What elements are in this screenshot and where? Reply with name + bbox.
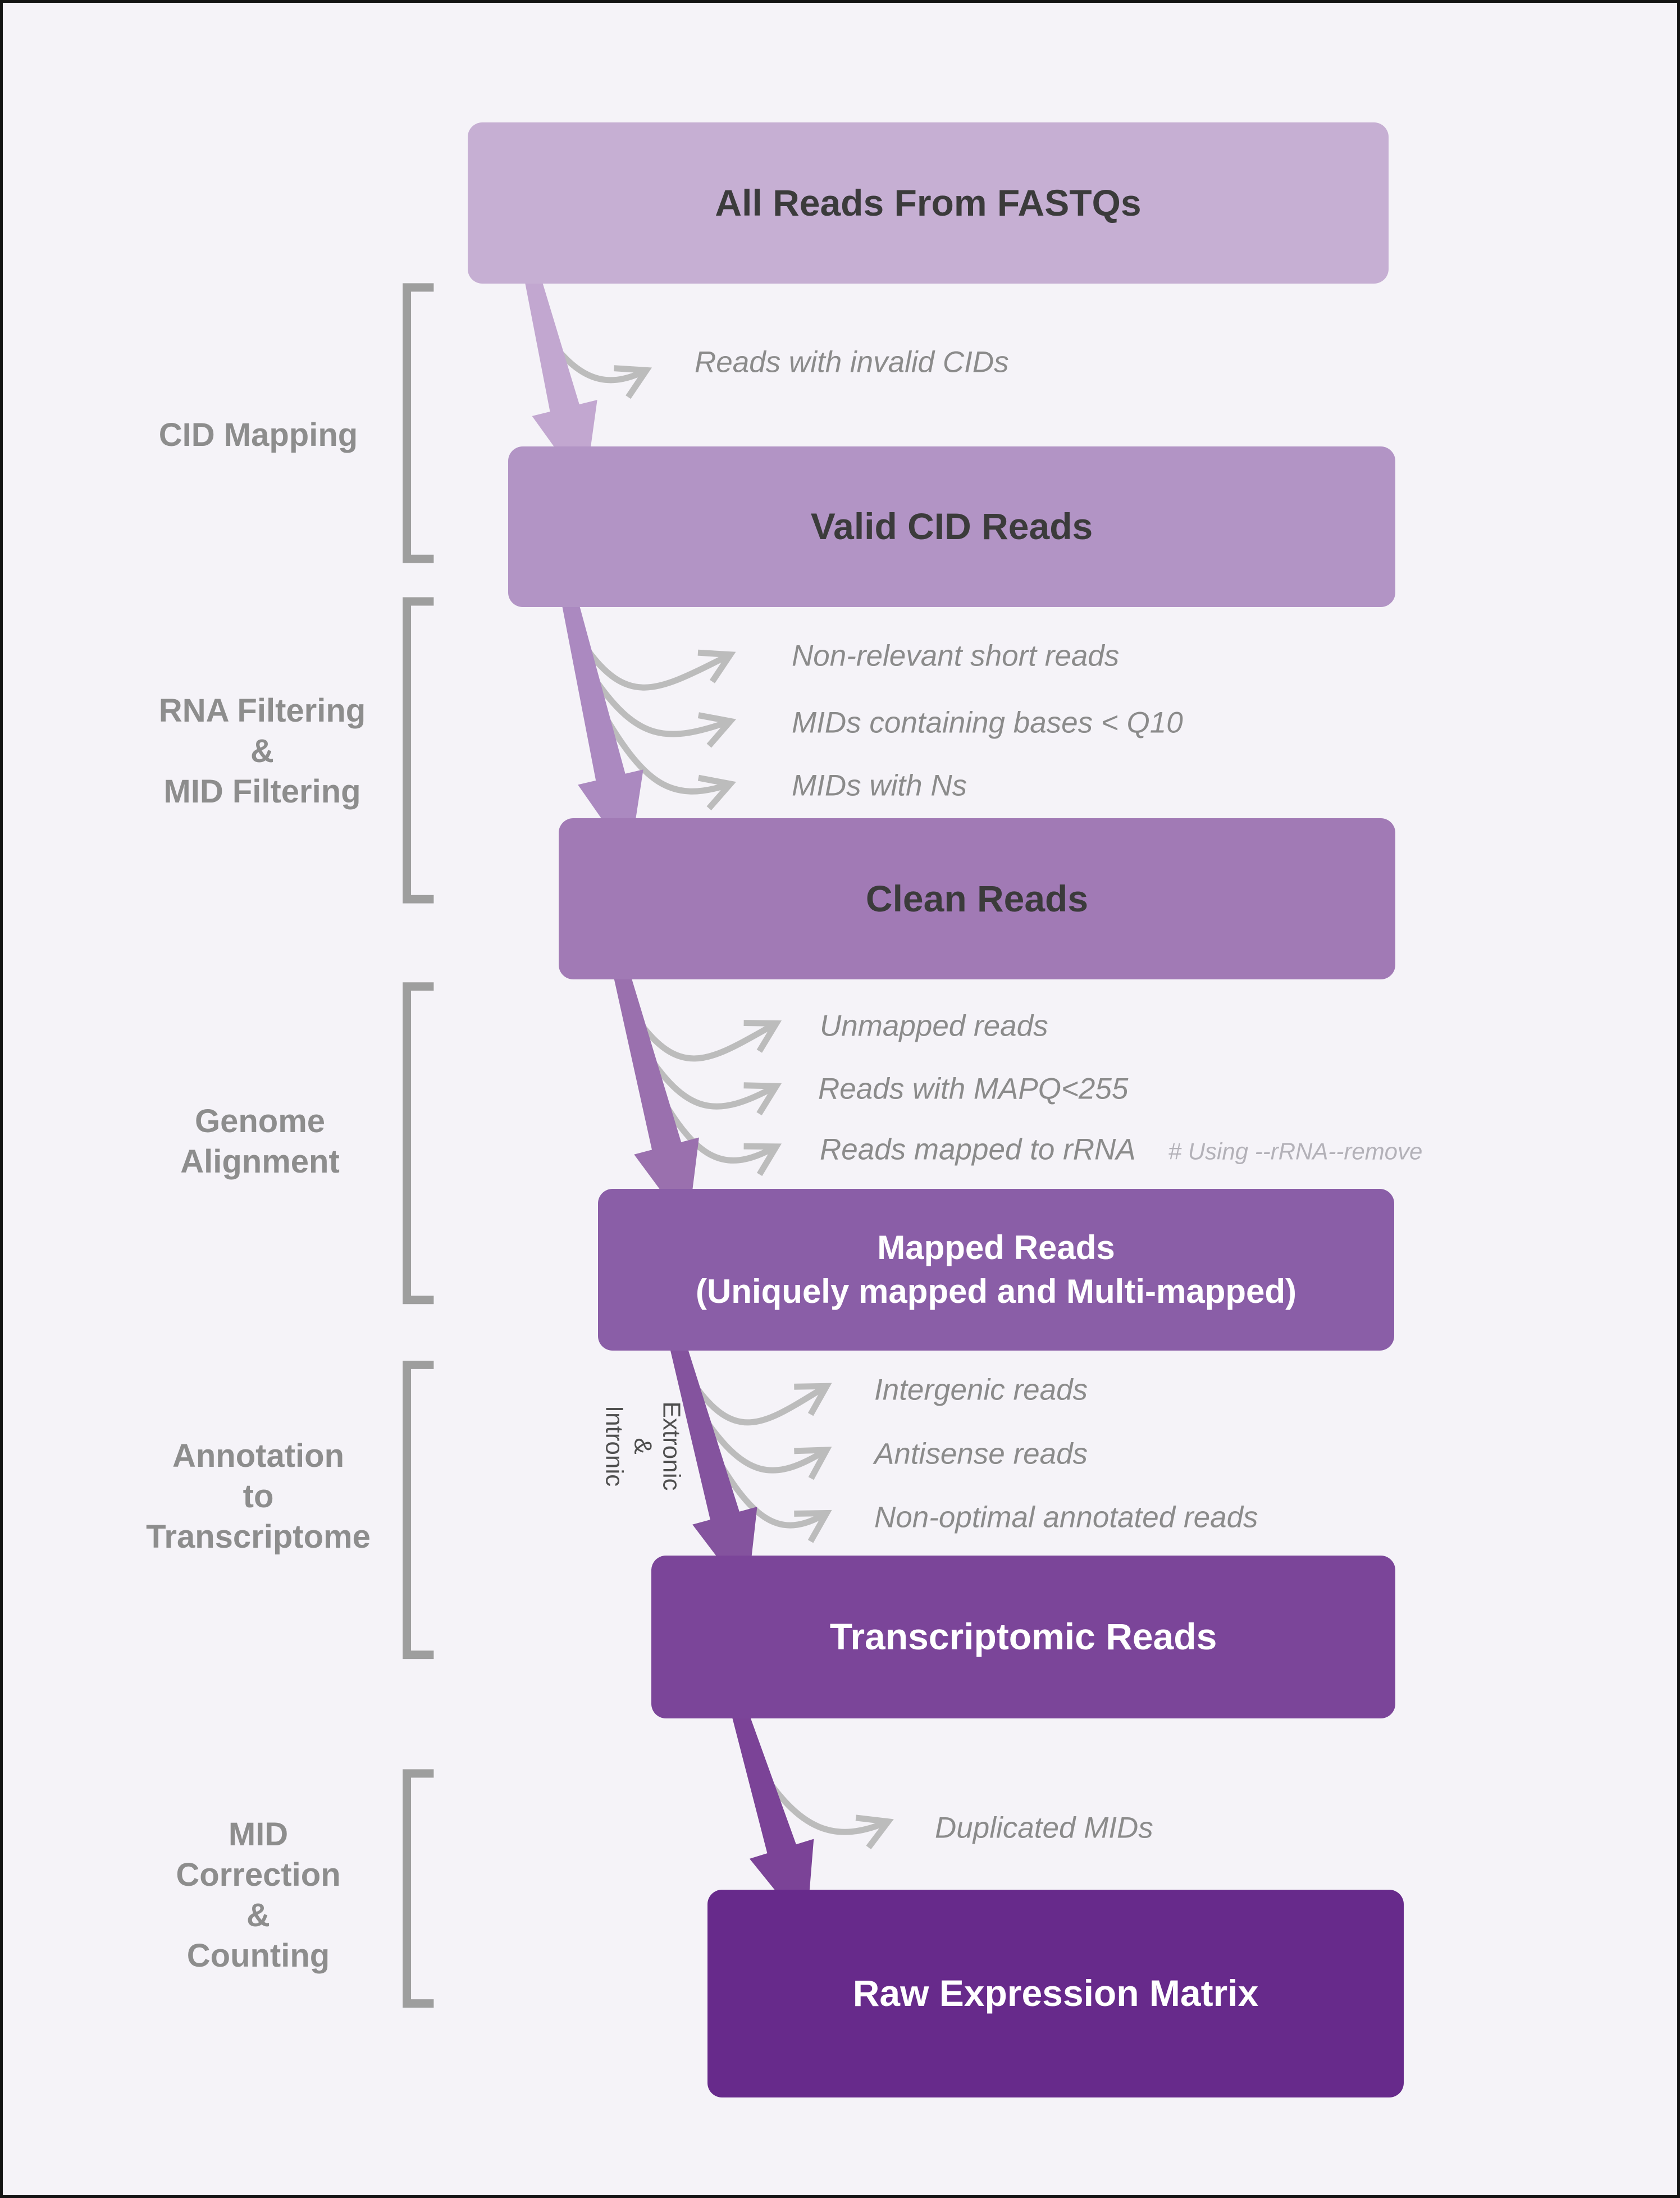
discard-label-mids-low-quality: MIDs containing bases < Q10 [792,706,1183,740]
branch-arrow-7 [691,1381,828,1426]
stage-label: Raw Expression Matrix [852,1972,1259,2014]
branch-arrow-6 [643,1069,778,1164]
stage-label: Valid CID Reads [810,505,1093,548]
branch-arrow-8 [695,1407,828,1474]
branch-arrow-7-head [794,1383,832,1416]
branch-arrow-1 [582,644,732,691]
step-label-cid-mapping: CID Mapping [158,417,358,454]
branch-arrow-8-head [794,1447,832,1480]
stage-box-clean-reads: Clean Reads [559,818,1395,979]
branch-arrow-5-head [743,1082,782,1116]
stage-label: Clean Reads [865,877,1089,919]
stage-box-mapped-reads: Mapped Reads (Uniquely mapped and Multi-… [598,1189,1394,1351]
branch-arrow-3 [591,696,732,795]
branch-arrow-9 [700,1433,828,1529]
section-bracket-0 [403,283,434,563]
branch-arrow-10-head [855,1814,894,1850]
branch-arrow-4-head [743,1020,782,1053]
discard-label-antisense-reads: Antisense reads [874,1437,1088,1471]
step-label-rna-mid-filtering: RNA Filtering & MID Filtering [158,692,366,810]
branch-arrow-9-head [794,1510,832,1543]
branch-arrow-2 [586,669,732,737]
section-bracket-3 [403,1360,434,1659]
section-bracket-1 [403,597,434,904]
step-label-annotation-to-transcriptome: Annotation to Transcriptome [146,1438,371,1555]
branch-arrow-6-head [743,1143,782,1176]
rrna-remove-note: # Using --rRNA--remove [1168,1138,1423,1165]
discard-label-invalid-cids: Reads with invalid CIDs [695,345,1009,379]
stage-box-raw-expression-matrix: Raw Expression Matrix [707,1890,1404,2097]
stage-box-valid-cid-reads: Valid CID Reads [508,446,1395,607]
discard-label-mids-with-ns: MIDs with Ns [792,769,967,802]
section-bracket-2 [403,982,434,1305]
discard-label-rrna-reads: Reads mapped to rRNA # Using --rRNA--remo… [820,1133,1423,1166]
stage-label: Mapped Reads [877,1229,1115,1266]
section-bracket-4 [403,1769,434,2008]
step-label-genome-alignment: Genome Alignment [180,1103,340,1180]
discard-label-mapq-reads: Reads with MAPQ<255 [818,1072,1129,1106]
branch-arrow-10 [753,1761,889,1835]
stage-box-transcriptomic-reads: Transcriptomic Reads [651,1556,1395,1718]
discard-label-non-optimal-reads: Non-optimal annotated reads [874,1501,1258,1534]
branch-arrow-0 [546,336,648,384]
discard-label-intergenic-reads: Intergenic reads [874,1373,1088,1407]
stage-box-all-reads-from-fastqs: All Reads From FASTQs [468,122,1389,284]
branch-arrow-2-head [697,712,737,748]
stage-label: All Reads From FASTQs [715,181,1142,224]
arrow-annotation-extronic-intronic: Extronic & Intronic [600,1401,686,1491]
stage-label: Transcriptomic Reads [829,1616,1217,1658]
branch-arrow-3-head [697,774,737,811]
step-label-mid-correction-counting: MID Correction & Counting [176,1816,341,1974]
stage-sublabel: (Uniquely mapped and Multi-mapped) [695,1273,1296,1310]
branch-arrow-4 [633,1016,778,1062]
discard-label-duplicated-mids: Duplicated MIDs [935,1811,1153,1845]
branch-arrow-5 [638,1042,778,1110]
branch-arrow-0-head [614,365,652,399]
branch-arrow-1-head [697,649,736,683]
discard-label-short-reads: Non-relevant short reads [792,639,1120,673]
discard-label-unmapped-reads: Unmapped reads [820,1009,1048,1043]
